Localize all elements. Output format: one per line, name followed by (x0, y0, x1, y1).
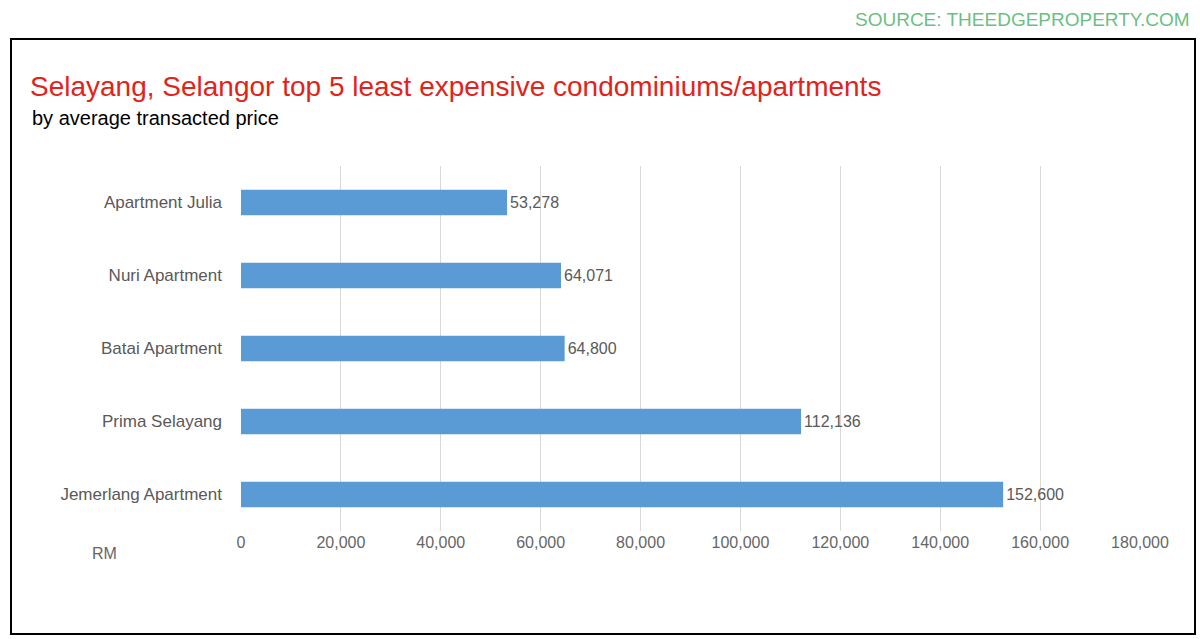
svg-text:Batai Apartment: Batai Apartment (101, 339, 222, 358)
svg-text:53,278: 53,278 (510, 194, 559, 211)
svg-text:112,136: 112,136 (804, 413, 861, 430)
svg-text:Jemerlang Apartment: Jemerlang Apartment (60, 485, 222, 504)
svg-text:152,600: 152,600 (1006, 486, 1064, 503)
svg-text:Apartment Julia: Apartment Julia (104, 193, 223, 212)
svg-text:RM: RM (92, 545, 117, 562)
svg-text:Nuri Apartment: Nuri Apartment (109, 266, 223, 285)
svg-text:40,000: 40,000 (416, 534, 465, 551)
svg-text:80,000: 80,000 (616, 534, 665, 551)
svg-text:180,000: 180,000 (1111, 534, 1169, 551)
svg-text:64,800: 64,800 (568, 340, 617, 357)
svg-text:120,000: 120,000 (811, 534, 869, 551)
svg-text:20,000: 20,000 (316, 534, 365, 551)
svg-text:by average transacted price: by average transacted price (32, 107, 279, 129)
svg-text:SOURCE: THEEDGEPROPERTY.COM: SOURCE: THEEDGEPROPERTY.COM (855, 9, 1190, 30)
svg-text:0: 0 (237, 534, 246, 551)
svg-text:140,000: 140,000 (911, 534, 969, 551)
svg-text:100,000: 100,000 (712, 534, 770, 551)
svg-text:Prima Selayang: Prima Selayang (102, 412, 222, 431)
svg-text:64,071: 64,071 (564, 267, 613, 284)
svg-text:160,000: 160,000 (1011, 534, 1069, 551)
svg-text:60,000: 60,000 (516, 534, 565, 551)
svg-text:Selayang, Selangor top 5 least: Selayang, Selangor top 5 least expensive… (30, 71, 881, 102)
